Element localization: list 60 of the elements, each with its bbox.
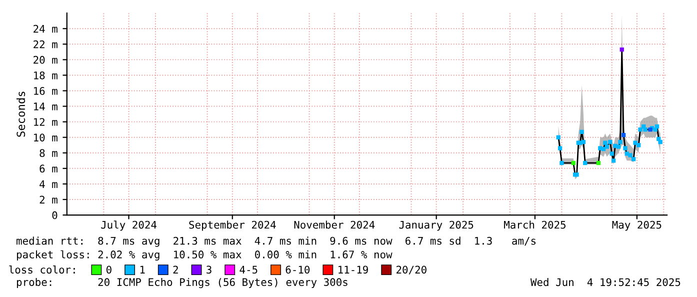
point xyxy=(632,157,636,162)
point xyxy=(580,130,584,134)
y-tick-label: 14 m xyxy=(34,102,58,110)
point xyxy=(623,146,628,150)
point xyxy=(633,140,638,145)
point xyxy=(610,152,614,156)
y-tick-label: 10 m xyxy=(34,134,58,142)
point xyxy=(621,132,626,138)
point xyxy=(620,47,624,52)
legend-label: 3 xyxy=(206,266,212,274)
x-tick-label: November 2024 xyxy=(294,220,375,229)
legend-title: loss color: xyxy=(9,265,75,274)
y-tick-label: 24 m xyxy=(34,24,58,33)
y-tick-label: 8 m xyxy=(40,149,58,158)
point xyxy=(618,140,622,144)
y-tick-label: 16 m xyxy=(34,87,58,95)
legend-label: 2 xyxy=(173,266,178,274)
point xyxy=(558,146,562,150)
point xyxy=(654,124,660,129)
y-tick-label: 0 xyxy=(52,211,58,220)
point xyxy=(571,160,576,166)
y-tick-label: 12 m xyxy=(34,118,58,126)
point xyxy=(638,128,642,132)
y-tick-label: 22 m xyxy=(34,40,58,48)
legend-label: 11-19 xyxy=(338,266,368,274)
y-tick-label: 4 m xyxy=(40,180,58,188)
text: packet loss: 2.02 % avg 10.50 % max 0.00 % min 1.67 % now xyxy=(17,250,392,261)
y-tick-label: 20 m xyxy=(34,56,58,64)
point xyxy=(608,140,612,144)
legend-label: 20/20 xyxy=(396,266,426,274)
y-tick-label: 2 m xyxy=(40,196,58,204)
line-series xyxy=(558,48,662,176)
legend-label: 0 xyxy=(106,266,112,274)
text: Wed Jun 4 19:52:45 2025 xyxy=(530,278,680,286)
y-axis-title: Seconds xyxy=(16,92,26,137)
legend-label: 1 xyxy=(140,266,145,274)
point xyxy=(581,140,586,144)
point xyxy=(604,144,609,149)
point xyxy=(596,160,601,166)
legend-label: 6-10 xyxy=(286,266,310,274)
point xyxy=(643,128,648,132)
point xyxy=(611,158,616,163)
point xyxy=(560,160,564,166)
point xyxy=(658,140,662,144)
legend-label: 4-5 xyxy=(240,266,258,274)
point xyxy=(556,135,560,140)
y-tick-label: 6 m xyxy=(40,164,58,173)
text: probe: 20 ICMP Echo Pings (56 Bytes) every 300s xyxy=(17,278,348,288)
point xyxy=(583,160,588,166)
point xyxy=(603,140,608,145)
x-tick-label: September 2024 xyxy=(189,220,276,231)
text: median rtt: 8.7 ms avg 21.3 ms max 4.7 ms min 9.6 ms now 6.7 ms sd 1.3 am/s xyxy=(16,236,536,247)
x-tick-label: July 2024 xyxy=(101,220,156,231)
x-tick-label: May 2025 xyxy=(612,220,662,231)
x-tick-label: March 2025 xyxy=(504,220,566,229)
y-tick-label: 18 m xyxy=(34,71,58,80)
x-tick-label: January 2025 xyxy=(399,220,474,231)
point xyxy=(636,143,641,148)
point xyxy=(628,153,632,158)
point xyxy=(616,144,621,149)
